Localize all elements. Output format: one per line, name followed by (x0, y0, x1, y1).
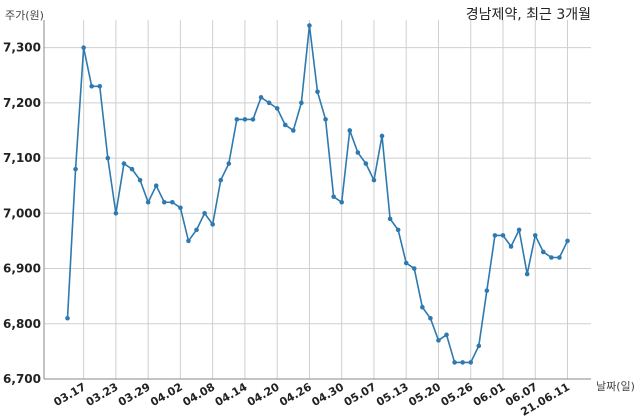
data-point (452, 360, 457, 365)
data-point (500, 233, 506, 238)
data-point (73, 166, 78, 172)
y-tick-label: 7,100 (3, 151, 41, 165)
data-point (210, 222, 215, 227)
data-point (339, 199, 344, 205)
data-point (557, 255, 562, 260)
data-point (218, 177, 224, 183)
x-axis-label: 날짜(일) (596, 379, 635, 393)
data-point (145, 199, 151, 205)
data-point (411, 266, 417, 271)
data-point (161, 199, 167, 205)
x-tick-label: 04.20 (245, 380, 282, 409)
data-point (444, 332, 449, 338)
x-tick-label: 04.08 (181, 380, 218, 409)
data-point (355, 150, 361, 155)
data-point (291, 128, 296, 133)
x-tick-label: 05.07 (342, 380, 379, 409)
data-point (202, 211, 207, 216)
x-tick-label: 05.20 (406, 380, 443, 409)
y-tick-labels: 6,700 6,800 6,900 7,000 7,100 7,200 7,300 (3, 41, 41, 386)
data-point (420, 304, 425, 310)
data-point (89, 83, 94, 89)
data-point (508, 244, 514, 249)
x-tick-label: 04.02 (148, 380, 185, 409)
x-tick-label: 04.14 (213, 380, 250, 409)
series-line (66, 25, 569, 364)
data-point (323, 117, 328, 122)
axes (43, 20, 591, 380)
y-tick-label: 7,200 (3, 96, 41, 110)
series (65, 23, 570, 365)
grid (44, 20, 591, 380)
data-point (524, 271, 530, 277)
data-point (65, 315, 70, 321)
data-point (234, 117, 240, 122)
data-point (299, 100, 304, 106)
data-point (541, 249, 546, 255)
x-tick-label: 05.13 (374, 380, 411, 409)
data-point (242, 117, 248, 122)
x-tick-label: 04.30 (310, 380, 347, 409)
data-point (170, 199, 175, 205)
y-tick-label: 7,300 (3, 41, 41, 55)
data-point (347, 128, 353, 133)
x-tick-labels: 03.1703.2303.2904.0204.0804.1404.2004.26… (51, 380, 572, 419)
data-point (565, 238, 570, 244)
data-point (315, 89, 320, 95)
chart-title: 경남제약, 최근 3개월 (466, 7, 591, 23)
data-point (532, 233, 538, 238)
data-point (250, 117, 256, 122)
data-point (428, 315, 433, 321)
x-tick-label: 04.26 (277, 380, 314, 409)
data-point (436, 338, 441, 343)
y-tick-label: 7,000 (3, 206, 41, 220)
data-point (274, 106, 280, 111)
data-point (226, 161, 232, 166)
data-point (379, 133, 385, 139)
data-point (153, 183, 159, 188)
data-point (363, 161, 369, 166)
data-point (516, 227, 522, 233)
data-point (484, 288, 490, 293)
y-axis-label: 주가(원) (5, 9, 44, 22)
y-tick-label: 6,900 (3, 262, 41, 276)
x-tick-label: 03.29 (116, 380, 153, 409)
y-tick-label: 6,700 (3, 372, 41, 386)
data-point (121, 161, 127, 166)
data-point (371, 177, 377, 183)
data-point (266, 100, 272, 106)
data-point (549, 255, 554, 260)
data-point (97, 83, 103, 89)
data-point (307, 23, 312, 28)
x-tick-label: 03.23 (84, 380, 121, 409)
data-point (186, 238, 191, 244)
data-point (460, 360, 465, 365)
x-tick-label: 03.17 (51, 380, 88, 409)
data-point (129, 166, 135, 172)
data-point (403, 260, 409, 266)
data-point (258, 95, 264, 100)
data-point (468, 360, 474, 365)
data-point (194, 227, 199, 233)
data-point (476, 343, 482, 349)
data-point (113, 211, 119, 216)
data-point (282, 122, 288, 128)
data-point (387, 216, 393, 222)
data-point (492, 233, 498, 238)
y-tick-label: 6,800 (3, 317, 41, 331)
data-point (395, 227, 401, 233)
data-point (178, 205, 183, 211)
data-point (105, 155, 111, 161)
data-point (81, 45, 86, 50)
data-point (331, 194, 336, 200)
x-tick-label: 06.01 (471, 380, 508, 409)
x-tick-label: 05.26 (439, 380, 476, 409)
data-point (137, 177, 143, 183)
